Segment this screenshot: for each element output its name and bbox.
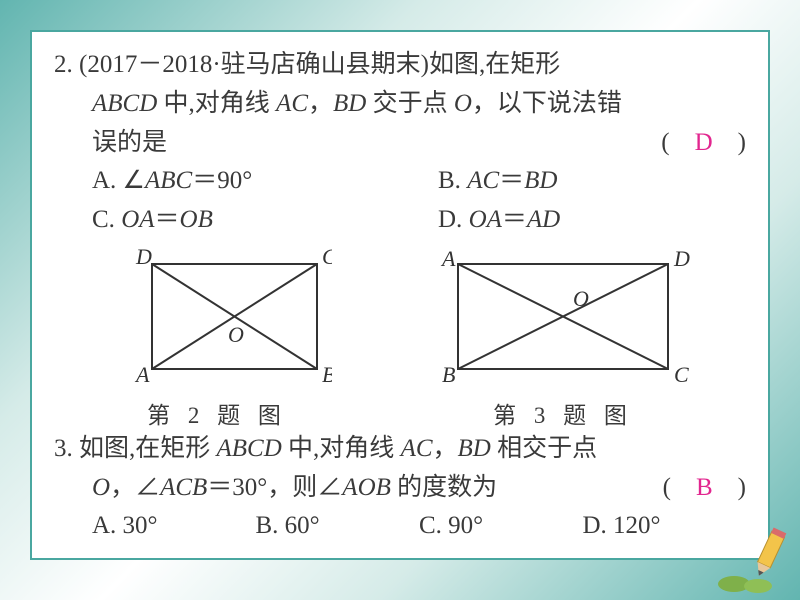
q2-abcd: ABCD <box>92 90 157 117</box>
q2-optA: A. ∠ABC＝90° <box>54 162 438 201</box>
q3-label-O: O <box>573 286 589 311</box>
q2-line1: 2. (2017－2018·驻马店确山县期末)如图,在矩形 <box>54 46 746 85</box>
q3-stem-line2: O，∠ACB＝30°，则∠AOB 的度数为 <box>92 469 497 508</box>
q2-options-row2: C. OA＝OB D. OA＝AD <box>54 201 746 240</box>
q2-optD: D. OA＝AD <box>438 201 784 240</box>
q3-label-D: D <box>673 246 690 271</box>
pencil-decoration-icon <box>714 524 794 594</box>
q2-label-D: D <box>135 244 152 269</box>
q2-stem3: 误的是 <box>92 124 167 163</box>
q3-line2: O，∠ACB＝30°，则∠AOB 的度数为 ( B ) <box>54 469 746 508</box>
q2-number: 2. <box>54 51 73 78</box>
q2-optC: C. OA＝OB <box>54 201 438 240</box>
q2-line2: ABCD 中,对角线 AC，BD 交于点 O，以下说法错 <box>54 85 746 124</box>
q3-label-C: C <box>674 362 689 387</box>
figures-row: D C A B O 第 2 题 图 A D B C O 第 3 题 图 <box>54 244 746 430</box>
q2-line3: 误的是 ( D ) <box>54 124 746 163</box>
q3-answer-paren: ( B ) <box>663 469 746 508</box>
q3-figure: A D B C O 第 3 题 图 <box>428 244 698 430</box>
q3-line1: 3. 如图,在矩形 ABCD 中,对角线 AC，BD 相交于点 <box>54 430 746 469</box>
q2-label-B: B <box>322 362 332 387</box>
q3-number: 3. <box>54 435 73 462</box>
q3-label-A: A <box>440 246 456 271</box>
q3-figure-svg: A D B C O <box>428 244 698 394</box>
q2-answer: D <box>695 129 713 156</box>
q2-label-O: O <box>228 322 244 347</box>
q3-label-B: B <box>442 362 455 387</box>
q2-figure: D C A B O 第 2 题 图 <box>102 244 332 430</box>
q3-answer: B <box>696 474 713 501</box>
worksheet-card: 2. (2017－2018·驻马店确山县期末)如图,在矩形 ABCD 中,对角线… <box>30 30 770 560</box>
q2-answer-paren: ( D ) <box>661 124 746 163</box>
q2-optB: B. AC＝BD <box>438 162 784 201</box>
q3-optB: B. 60° <box>256 507 420 546</box>
q3-optC: C. 90° <box>419 507 583 546</box>
q2-fig-caption: 第 2 题 图 <box>102 396 332 430</box>
q2-label-A: A <box>134 362 150 387</box>
q2-label-C: C <box>322 244 332 269</box>
q3-fig-caption: 第 3 题 图 <box>428 396 698 430</box>
q2-stem1: 如图,在矩形 <box>429 51 560 78</box>
q2-figure-svg: D C A B O <box>102 244 332 394</box>
q3-options: A. 30° B. 60° C. 90° D. 120° <box>54 507 746 546</box>
q2-source: (2017－2018·驻马店确山县期末) <box>79 51 429 78</box>
q2-options-row1: A. ∠ABC＝90° B. AC＝BD <box>54 162 746 201</box>
q3-optA: A. 30° <box>92 507 256 546</box>
